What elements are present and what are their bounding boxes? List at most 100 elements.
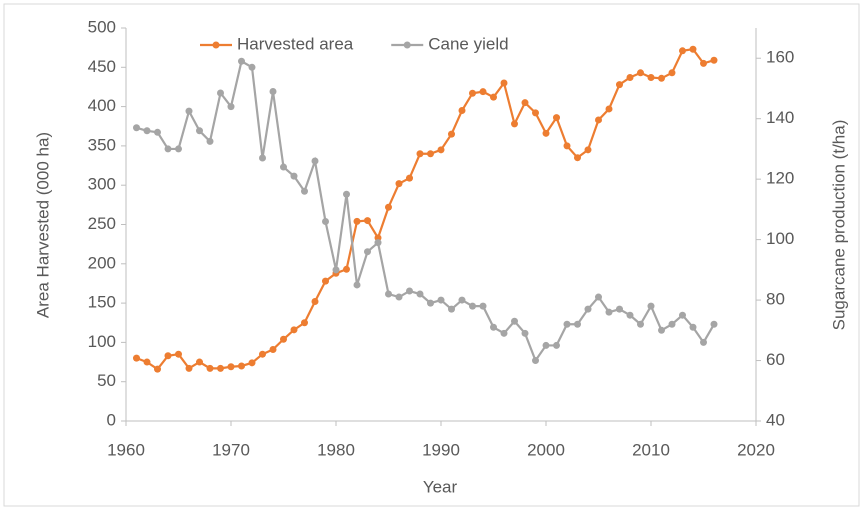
- y-tick-label: 100: [88, 332, 116, 351]
- data-point: [269, 345, 277, 353]
- x-tick-label: 1980: [317, 440, 355, 459]
- data-point: [679, 47, 686, 55]
- y-tick-label: 150: [88, 293, 116, 312]
- y2-tick-label: 160: [766, 48, 794, 67]
- data-point: [353, 281, 361, 289]
- data-point: [322, 277, 329, 285]
- data-point: [532, 109, 539, 117]
- data-point: [427, 150, 434, 158]
- data-point: [511, 120, 518, 128]
- data-point: [563, 142, 571, 150]
- data-point: [458, 296, 466, 304]
- data-point: [269, 87, 277, 95]
- data-point: [196, 358, 203, 366]
- data-point: [133, 124, 140, 132]
- legend-marker: [403, 41, 411, 49]
- data-point: [500, 329, 508, 337]
- y-tick-label: 50: [97, 371, 116, 390]
- data-point: [584, 305, 592, 313]
- data-point: [227, 103, 235, 111]
- data-point: [626, 311, 634, 319]
- data-point: [290, 326, 298, 334]
- data-point: [574, 320, 581, 328]
- data-point: [469, 89, 476, 97]
- data-point: [511, 317, 518, 325]
- y2-tick-label: 100: [766, 229, 794, 248]
- data-point: [311, 157, 319, 165]
- data-point: [500, 79, 508, 87]
- data-point: [532, 357, 539, 365]
- data-point: [679, 311, 686, 319]
- data-point: [143, 358, 151, 366]
- data-point: [164, 352, 172, 360]
- y-tick-label: 200: [88, 253, 116, 272]
- x-tick-label: 1970: [212, 440, 250, 459]
- data-point: [427, 299, 434, 307]
- data-point: [364, 248, 371, 256]
- data-point: [374, 239, 382, 247]
- data-point: [448, 130, 455, 138]
- data-point: [490, 93, 497, 101]
- data-point: [437, 296, 445, 304]
- data-point: [616, 81, 623, 89]
- x-tick-label: 1960: [107, 440, 145, 459]
- data-point: [217, 364, 224, 372]
- data-point: [658, 326, 665, 334]
- x-tick-label: 2020: [737, 440, 775, 459]
- data-point: [479, 88, 487, 96]
- y-tick-label: 500: [88, 17, 116, 36]
- y2-tick-label: 60: [766, 350, 785, 369]
- data-point: [311, 298, 319, 306]
- x-tick-label: 2000: [527, 440, 565, 459]
- data-point: [458, 107, 466, 115]
- data-point: [689, 323, 697, 331]
- data-point: [574, 154, 581, 162]
- data-point: [322, 217, 329, 225]
- x-axis-label: Year: [423, 477, 458, 496]
- legend-label: Cane yield: [428, 34, 508, 53]
- data-point: [668, 320, 676, 328]
- data-point: [248, 63, 256, 71]
- data-point: [280, 163, 287, 171]
- data-point: [700, 338, 707, 346]
- data-point: [238, 362, 245, 370]
- data-point: [185, 107, 193, 115]
- data-point: [175, 350, 182, 358]
- data-point: [343, 190, 350, 198]
- data-point: [563, 320, 571, 328]
- data-point: [595, 116, 602, 124]
- data-point: [416, 150, 424, 158]
- data-point: [259, 154, 266, 162]
- data-point: [437, 146, 445, 154]
- data-point: [154, 365, 161, 373]
- data-point: [164, 145, 172, 153]
- data-point: [658, 74, 665, 82]
- data-point: [700, 59, 707, 67]
- y-axis-label: Area Harvested (000 ha): [33, 132, 52, 318]
- data-point: [553, 341, 560, 349]
- data-point: [238, 57, 245, 65]
- data-point: [469, 302, 476, 310]
- data-point: [143, 127, 151, 135]
- data-point: [710, 320, 718, 328]
- x-tick-label: 1990: [422, 440, 460, 459]
- data-point: [637, 320, 644, 328]
- y2-tick-label: 140: [766, 108, 794, 127]
- y-tick-label: 450: [88, 57, 116, 76]
- data-point: [521, 99, 529, 107]
- data-point: [290, 172, 298, 180]
- data-point: [343, 265, 350, 273]
- data-point: [542, 129, 550, 137]
- data-point: [668, 69, 676, 77]
- data-point: [710, 56, 718, 64]
- data-point: [196, 127, 203, 135]
- y2-axis-label: Sugarcane production (t/ha): [829, 120, 848, 331]
- data-point: [385, 203, 392, 211]
- data-point: [647, 74, 655, 82]
- data-point: [637, 69, 644, 77]
- y-tick-label: 250: [88, 214, 116, 233]
- data-point: [605, 105, 613, 113]
- data-point: [175, 145, 182, 153]
- y2-tick-label: 120: [766, 169, 794, 188]
- data-point: [406, 174, 413, 182]
